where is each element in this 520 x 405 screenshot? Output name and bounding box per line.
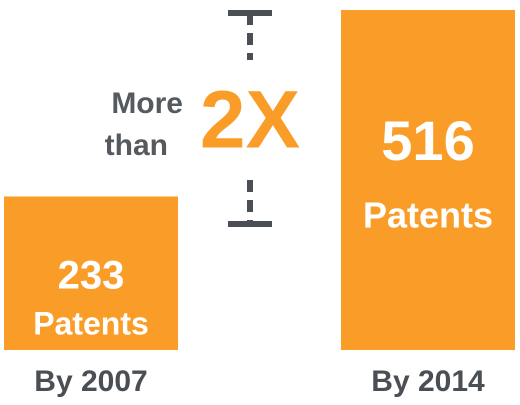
value-label: 233 xyxy=(58,254,125,298)
unit-label: Patents xyxy=(363,195,493,236)
annotation-text: than xyxy=(105,129,168,162)
bar xyxy=(4,196,178,350)
category-label: By 2007 xyxy=(34,365,147,398)
unit-label: Patents xyxy=(33,305,149,341)
annotation-emphasis: 2X xyxy=(200,75,300,166)
value-label: 516 xyxy=(381,109,474,172)
bar xyxy=(341,10,515,350)
category-label: By 2014 xyxy=(371,365,485,398)
annotation-text: More xyxy=(111,87,183,120)
bracket xyxy=(228,10,272,227)
